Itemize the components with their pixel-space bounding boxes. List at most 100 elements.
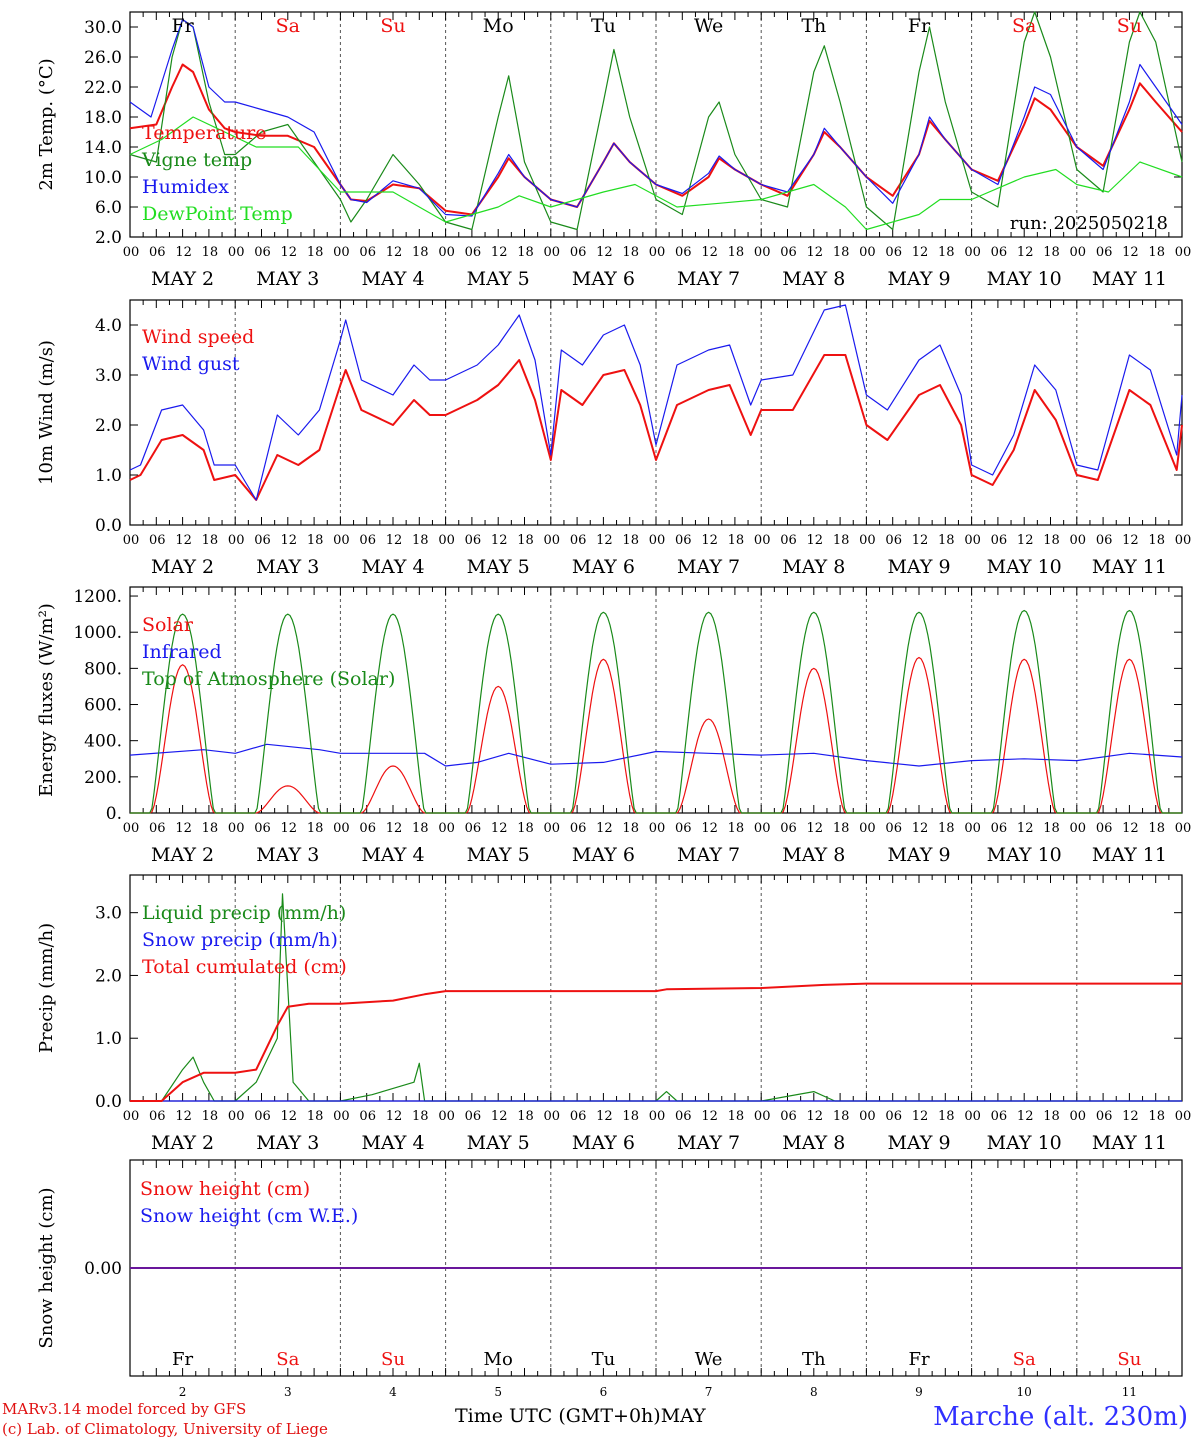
hour-tick-label: 18: [1043, 245, 1060, 260]
hour-tick-label: 06: [465, 1109, 482, 1124]
day-tick-label: MAY 10: [987, 556, 1062, 578]
y-tick-label: 2.0: [95, 966, 122, 986]
hour-tick-label: 18: [202, 1109, 219, 1124]
hour-tick-label: 00: [333, 821, 350, 836]
day-tick-label: MAY 11: [1092, 268, 1167, 290]
hour-tick-label: 12: [912, 1109, 929, 1124]
run-label: run: 2025050218: [1010, 213, 1168, 234]
hour-tick-label: 18: [938, 533, 955, 548]
hour-tick-label: 06: [1096, 245, 1113, 260]
hour-tick-label: 18: [622, 245, 639, 260]
hour-tick-label: 00: [1175, 1109, 1192, 1124]
y-tick-label: 30.0: [84, 18, 122, 38]
hour-tick-label: 12: [807, 245, 824, 260]
day-tick-label: MAY 9: [887, 268, 950, 290]
hour-tick-label: 12: [596, 533, 613, 548]
day-tick-label: MAY 9: [887, 556, 950, 578]
hour-tick-label: 06: [780, 245, 797, 260]
hour-tick-label: 18: [517, 821, 534, 836]
hour-tick-label: 18: [938, 1109, 955, 1124]
series-line: [130, 609, 1182, 814]
hour-tick-label: 18: [202, 821, 219, 836]
y-axis-label: Energy fluxes (W/m²): [36, 603, 57, 797]
hour-tick-label: 06: [675, 533, 692, 548]
day-tick-label: MAY 7: [677, 1132, 740, 1154]
hour-tick-label: 06: [254, 821, 271, 836]
day-tick-label: MAY 2: [151, 844, 214, 866]
time-axis-title: Time UTC (GMT+0h)MAY: [455, 1405, 706, 1427]
hour-tick-label: 12: [912, 533, 929, 548]
day-tick-label: MAY 4: [361, 844, 424, 866]
hour-tick-label: 06: [780, 533, 797, 548]
hour-tick-label: 12: [701, 533, 718, 548]
y-tick-label: 1000.: [73, 623, 122, 643]
series-line: [130, 982, 1182, 1102]
weekday-label-bottom: Su: [1117, 1349, 1141, 1370]
series-line: [129, 354, 1183, 501]
hour-tick-label: 12: [701, 821, 718, 836]
hour-tick-label: 00: [1175, 533, 1192, 548]
hour-tick-label: 06: [570, 245, 587, 260]
hour-tick-label: 00: [964, 821, 981, 836]
hour-tick-label: 06: [359, 245, 376, 260]
series-line: [130, 893, 1182, 1102]
hour-tick-label: 12: [1122, 245, 1139, 260]
weekday-label-bottom: We: [695, 1349, 723, 1370]
hour-tick-label: 00: [754, 1109, 771, 1124]
day-tick-label: MAY 6: [572, 1132, 635, 1154]
hour-tick-label: 00: [964, 1109, 981, 1124]
y-tick-label: 4.0: [95, 316, 122, 336]
hour-tick-label: 00: [859, 1109, 876, 1124]
hour-tick-label: 00: [1175, 245, 1192, 260]
y-tick-label: 14.0: [84, 138, 122, 158]
lab-credit: (c) Lab. of Climatology, University of L…: [2, 1420, 328, 1438]
hour-tick-label: 12: [491, 245, 508, 260]
day-tick-label: MAY 11: [1092, 844, 1167, 866]
hour-tick-label: 00: [1175, 821, 1192, 836]
hour-tick-label: 06: [1096, 821, 1113, 836]
month-label: MAY: [660, 1405, 706, 1427]
day-tick-label: MAY 4: [361, 556, 424, 578]
hour-tick-label: 00: [964, 533, 981, 548]
legend-entry: Snow precip (mm/h): [142, 929, 338, 951]
hour-tick-label: 00: [754, 821, 771, 836]
day-tick-label: MAY 2: [151, 268, 214, 290]
hour-tick-label: 18: [412, 245, 429, 260]
hour-tick-label: 18: [622, 533, 639, 548]
hour-tick-label: 06: [359, 1109, 376, 1124]
day-tick-label: MAY 10: [987, 844, 1062, 866]
day-tick-label: MAY 5: [467, 268, 530, 290]
hour-tick-label: 12: [386, 821, 403, 836]
weekday-label-bottom: Tu: [592, 1349, 616, 1370]
y-tick-label: 1.0: [95, 466, 122, 486]
day-tick-label: MAY 11: [1092, 556, 1167, 578]
y-axis-label: 10m Wind (m/s): [36, 340, 57, 485]
panel-1: [129, 11, 1183, 238]
hour-tick-label: 12: [596, 245, 613, 260]
legend-entry: Vigne temp: [141, 149, 252, 171]
weekday-label-bottom: Mo: [484, 1349, 513, 1370]
hour-tick-label: 18: [938, 245, 955, 260]
panel-4: [129, 874, 1183, 1102]
hour-tick-label: 00: [649, 533, 666, 548]
hour-tick-label: 18: [728, 1109, 745, 1124]
hour-tick-label: 12: [491, 533, 508, 548]
day-tick-label: MAY 7: [677, 268, 740, 290]
hour-tick-label: 06: [359, 533, 376, 548]
y-tick-label: 3.0: [95, 366, 122, 386]
panel-3: [129, 586, 1183, 814]
hour-tick-label: 00: [228, 1109, 245, 1124]
day-number-label: 6: [600, 1385, 608, 1399]
hour-tick-label: 06: [254, 533, 271, 548]
hour-tick-label: 00: [333, 1109, 350, 1124]
hour-tick-label: 12: [386, 533, 403, 548]
day-tick-label: MAY 8: [782, 844, 845, 866]
hour-tick-label: 12: [912, 821, 929, 836]
hour-tick-label: 06: [885, 245, 902, 260]
station-label: Marche (alt. 230m): [933, 1402, 1188, 1432]
day-number-label: 2: [179, 1385, 187, 1399]
hour-tick-label: 18: [307, 533, 324, 548]
hour-tick-label: 18: [1148, 1109, 1165, 1124]
hour-tick-label: 18: [517, 245, 534, 260]
hour-tick-label: 18: [202, 245, 219, 260]
